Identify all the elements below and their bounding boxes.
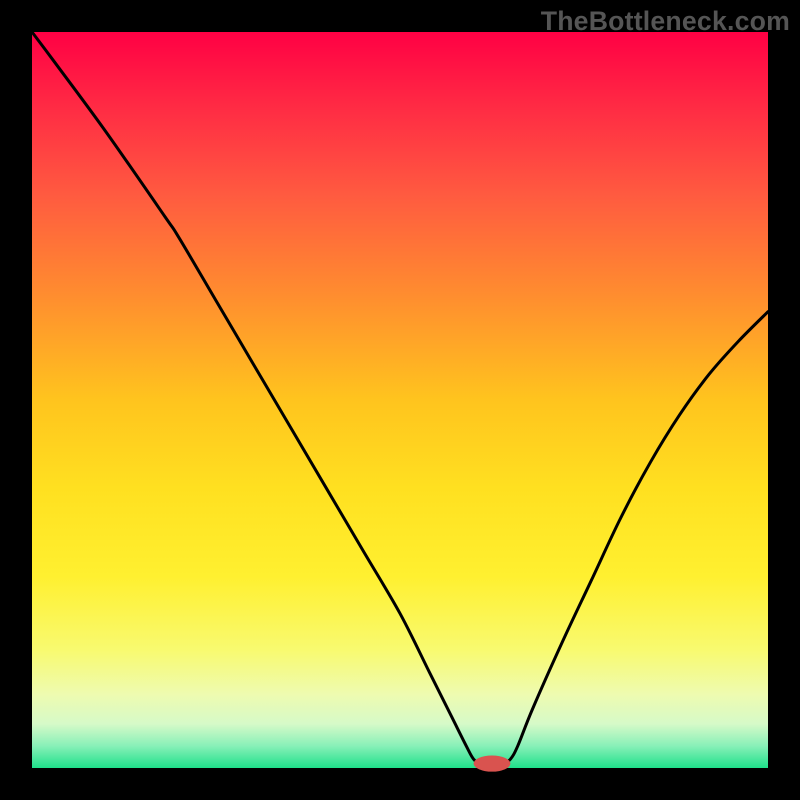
chart-svg [0, 0, 800, 800]
optimal-point-marker [474, 755, 511, 771]
watermark-text: TheBottleneck.com [541, 6, 790, 37]
bottleneck-chart: TheBottleneck.com [0, 0, 800, 800]
chart-background [32, 32, 768, 768]
